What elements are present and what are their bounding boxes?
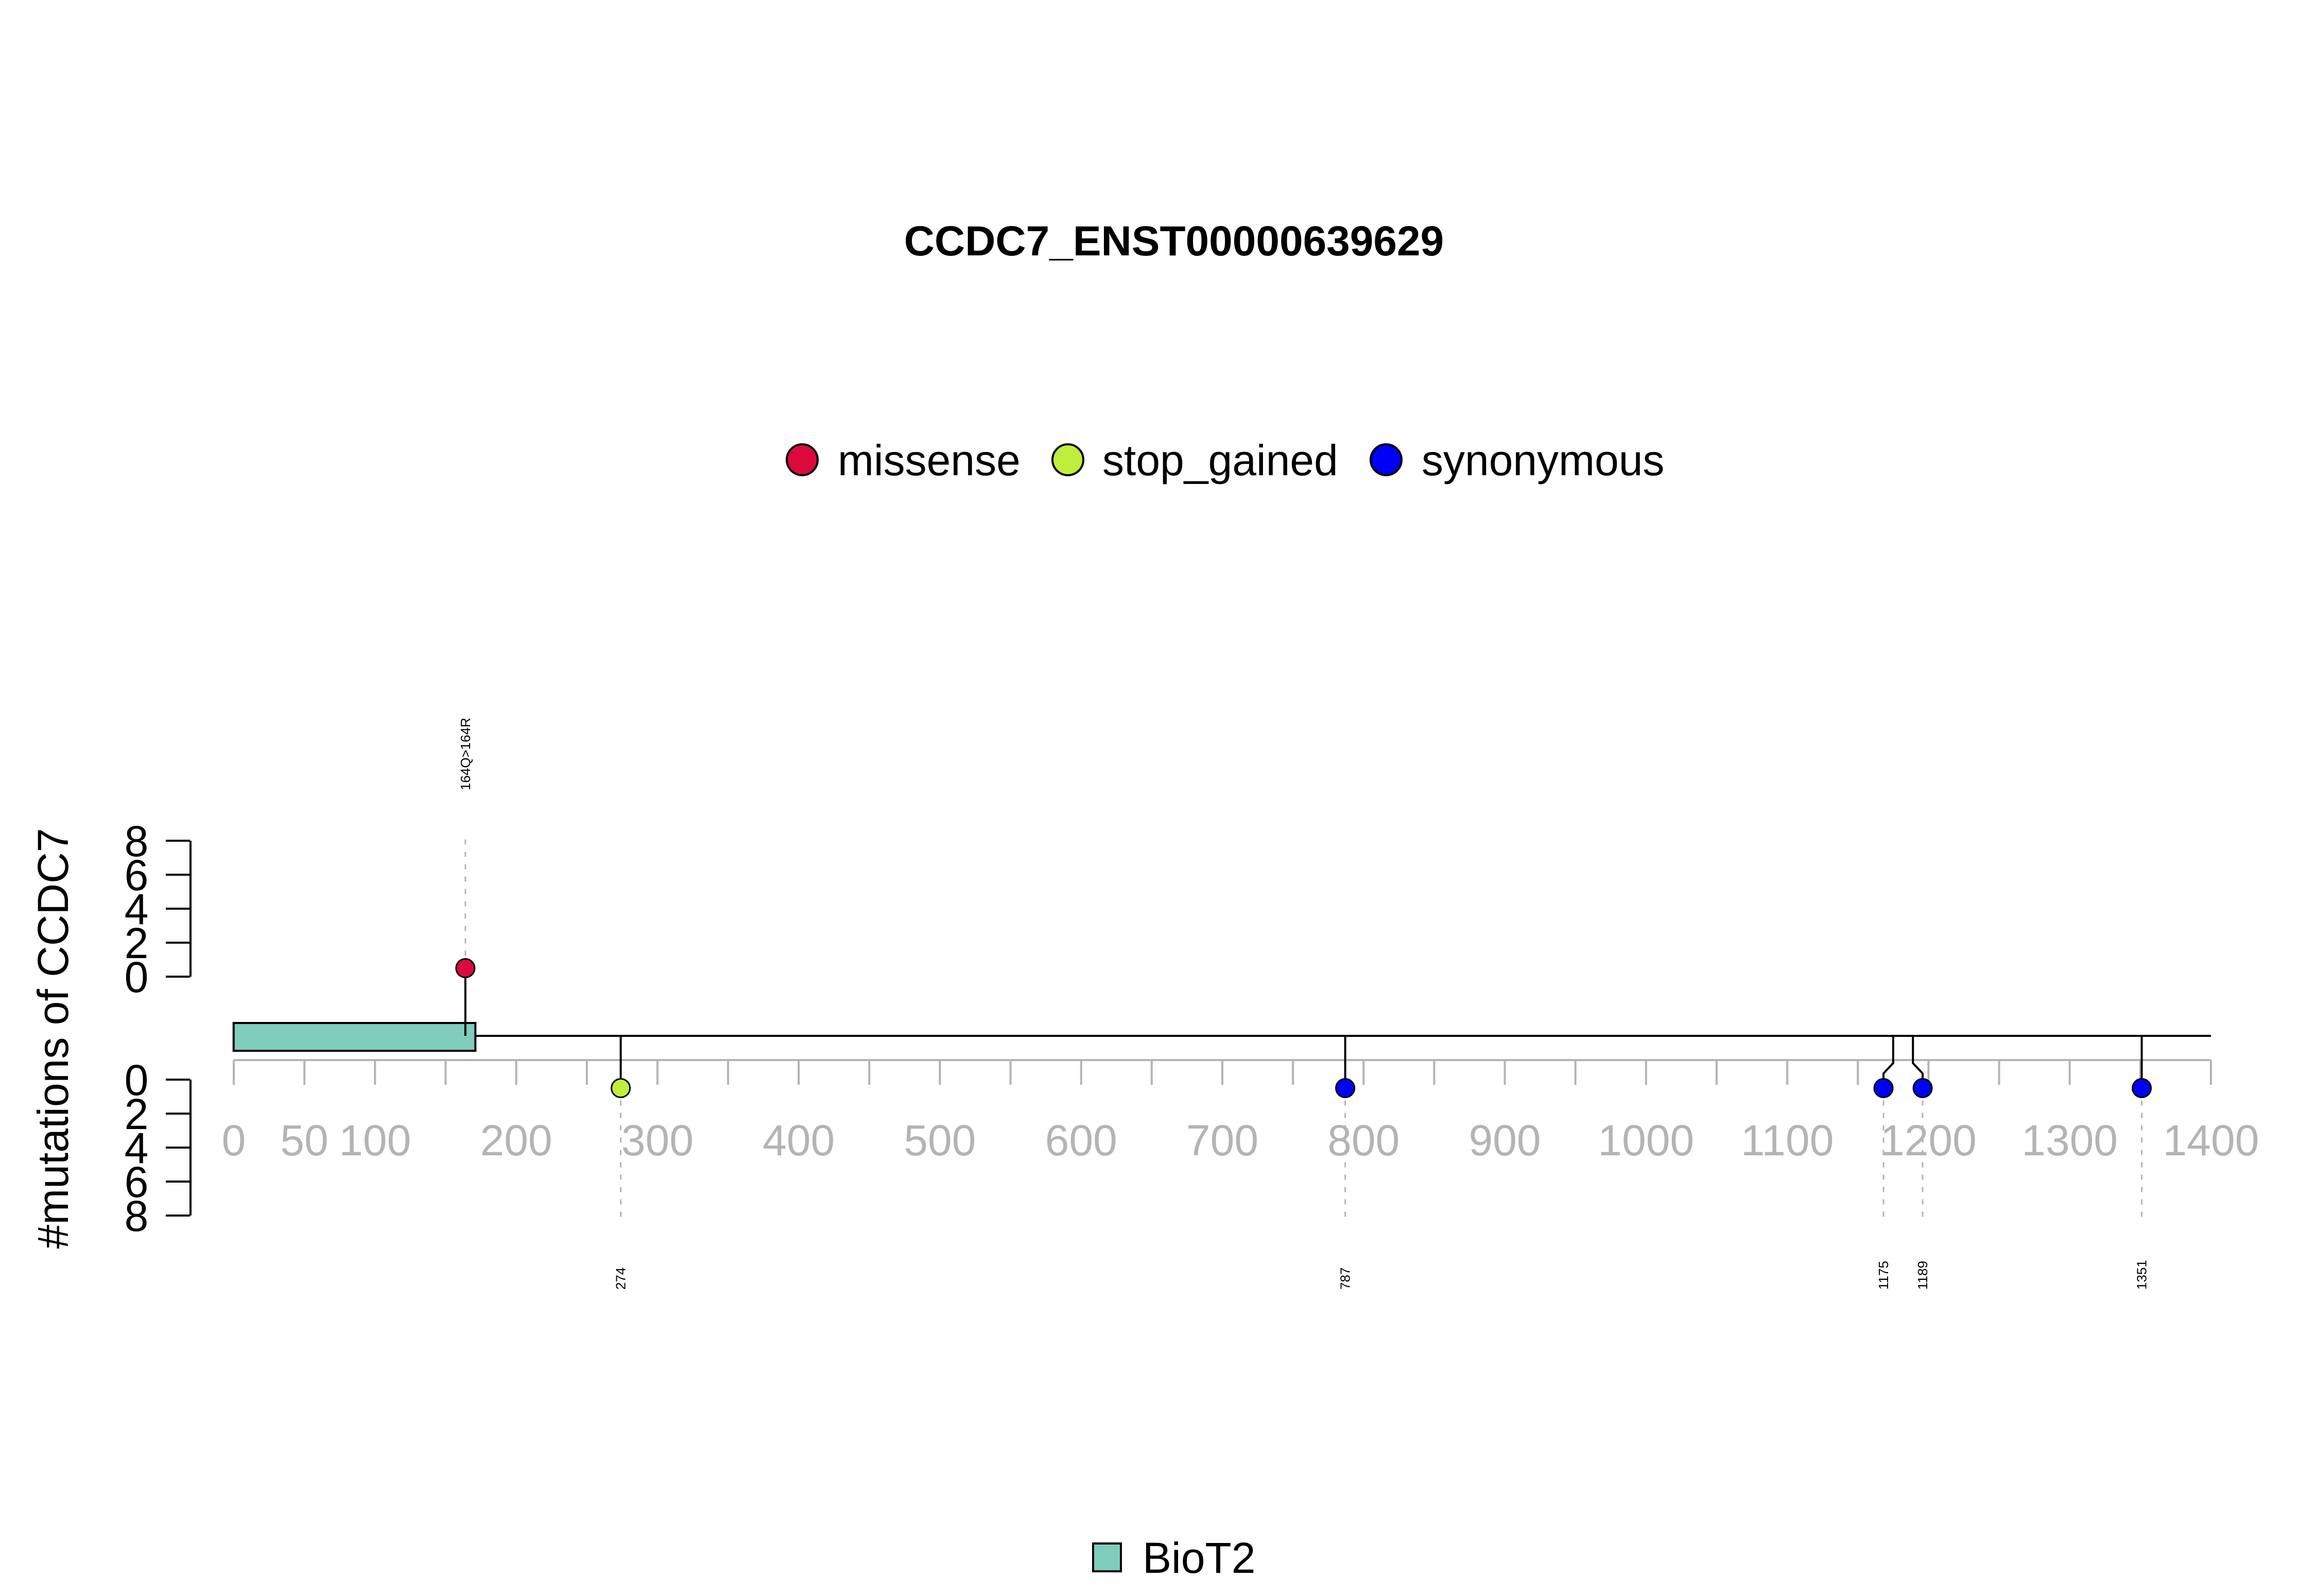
x-tick-label: 600 — [1045, 1116, 1117, 1165]
y-axis-label: #mutations of CCDC7 — [29, 828, 77, 1249]
x-axis: 0 50 100 200 300 400 500 600 700 800 900 1000 1100 12… — [222, 1059, 2259, 1165]
y-tick-label: 8 — [125, 1192, 149, 1240]
lollipop-head — [2132, 1078, 2152, 1098]
x-tick-label: 1300 — [2021, 1116, 2118, 1165]
mutation-164: 164Q>164R — [455, 718, 476, 1036]
domain-legend-label: BioT2 — [1143, 1534, 1255, 1582]
x-tick-label: 300 — [621, 1116, 694, 1165]
domain-legend-item-BioT2: BioT2 — [1092, 1534, 1255, 1582]
x-tick-label: 100 — [339, 1116, 411, 1165]
x-tick-label: 400 — [763, 1116, 835, 1165]
x-tick-label: 1200 — [1880, 1116, 1977, 1165]
mutation-label: 1351 — [2134, 1260, 2150, 1290]
mutation-type-legend: missense stop_gained synonymous — [786, 436, 1665, 484]
y-tick-label: 6 — [125, 851, 149, 899]
mutation-274: 274 — [611, 1036, 631, 1290]
y-tick-label: 2 — [125, 919, 149, 967]
x-tick-label: 900 — [1468, 1116, 1541, 1165]
lollipop-head — [1873, 1078, 1894, 1098]
mutation-1189: 1189 — [1912, 1036, 1933, 1290]
mutation-1351: 1351 — [2132, 1036, 2152, 1290]
lollipop-head — [455, 958, 476, 978]
legend-swatch-missense — [786, 443, 819, 476]
y-tick-label: 4 — [125, 1124, 149, 1172]
x-tick-label: 0 — [222, 1116, 246, 1165]
x-tick-label: 500 — [904, 1116, 976, 1165]
y-tick-label: 4 — [125, 885, 149, 933]
domain-legend: BioT2 — [1092, 1534, 1255, 1582]
x-tick-label: 50 — [280, 1116, 328, 1165]
x-tick-label: 800 — [1327, 1116, 1399, 1165]
lollipop-head — [611, 1078, 631, 1098]
y-tick-label: 0 — [125, 1056, 149, 1104]
domain-track — [232, 1022, 477, 1052]
chart-title: CCDC7_ENST00000639629 — [904, 218, 1444, 265]
legend-label-stop_gained: stop_gained — [1102, 436, 1338, 484]
lollipop-head — [1912, 1078, 1933, 1098]
y-tick-label: 6 — [125, 1158, 149, 1206]
legend-swatch-stop_gained — [1051, 443, 1084, 476]
x-tick-label: 1100 — [1741, 1116, 1834, 1165]
lollipop-head — [1335, 1078, 1356, 1098]
mutation-label: 164Q>164R — [458, 718, 473, 790]
domain-legend-swatch — [1092, 1542, 1122, 1572]
mutation-label: 1175 — [1876, 1261, 1891, 1290]
y-tick-label: 0 — [125, 953, 149, 1001]
mutation-label: 1189 — [1915, 1261, 1930, 1290]
mutation-1175: 1175 — [1873, 1036, 1894, 1290]
legend-item-missense: missense — [786, 436, 1021, 484]
domain-BioT2 — [232, 1022, 477, 1052]
legend-item-stop_gained: stop_gained — [1051, 436, 1338, 484]
legend-label-missense: missense — [838, 436, 1021, 484]
legend-item-synonymous: synonymous — [1370, 436, 1665, 484]
y-tick-label: 8 — [125, 817, 149, 865]
x-tick-label: 1400 — [2163, 1116, 2259, 1165]
mutation-label: 274 — [613, 1268, 629, 1290]
mutation-787: 787 — [1335, 1036, 1356, 1290]
x-tick-label: 700 — [1186, 1116, 1258, 1165]
y-tick-label: 2 — [125, 1090, 149, 1138]
legend-label-synonymous: synonymous — [1422, 436, 1665, 484]
x-tick-label: 200 — [480, 1116, 552, 1165]
legend-swatch-synonymous — [1370, 443, 1403, 476]
x-tick-label: 1000 — [1598, 1116, 1694, 1165]
mutation-label: 787 — [1338, 1268, 1353, 1290]
lollipop-series: 164Q>164R 274 787 1175 1189 1351 — [455, 718, 2152, 1290]
